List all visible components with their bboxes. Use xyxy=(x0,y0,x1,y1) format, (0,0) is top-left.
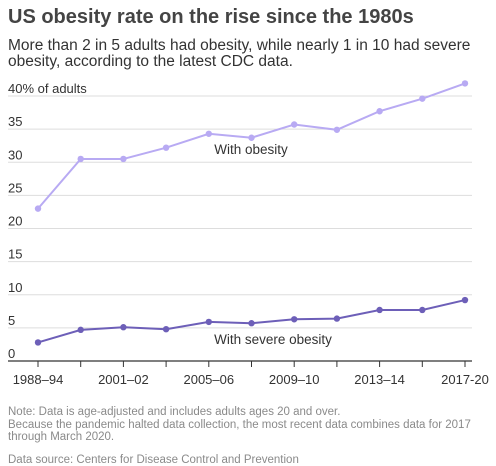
obesity-series-point xyxy=(162,144,170,151)
chart-notes: Note: Data is age-adjusted and includes … xyxy=(8,406,492,444)
obesity-series-point xyxy=(205,130,212,137)
obesity-series-point xyxy=(291,121,298,128)
severe-obesity-series-label: With severe obesity xyxy=(214,332,332,347)
severe-obesity-series-point xyxy=(162,326,170,333)
chart-title: US obesity rate on the rise since the 19… xyxy=(8,6,414,28)
severe-obesity-series-point xyxy=(248,320,255,327)
y-tick-label: 35 xyxy=(8,114,22,129)
obesity-series-label: With obesity xyxy=(214,142,288,157)
y-tick-label: 15 xyxy=(8,247,22,262)
severe-obesity-series-point xyxy=(461,296,469,304)
x-tick-label: 2005–06 xyxy=(183,372,234,387)
severe-obesity-series-point xyxy=(419,306,426,314)
severe-obesity-series-point xyxy=(205,318,212,326)
severe-obesity-series-point xyxy=(291,316,298,323)
x-tick-label: 2009–10 xyxy=(269,372,320,387)
x-tick-label: 2017-20 xyxy=(441,372,489,387)
y-tick-label: 5 xyxy=(8,313,15,328)
chart-subtitle: More than 2 in 5 adults had obesity, whi… xyxy=(8,37,471,70)
x-tick-label: 2013–14 xyxy=(354,372,405,387)
obesity-series-point xyxy=(34,205,42,212)
x-tick-label: 2001–02 xyxy=(98,372,149,387)
obesity-series-point xyxy=(77,155,84,163)
y-tick-label: 20 xyxy=(8,214,22,229)
severe-obesity-series-point xyxy=(333,315,341,322)
y-tick-label: 25 xyxy=(8,180,22,195)
severe-obesity-series-point xyxy=(120,324,127,331)
y-tick-label: 0 xyxy=(8,346,15,361)
severe-obesity-series-point xyxy=(376,306,383,314)
x-tick-label: 1988–94 xyxy=(13,372,64,387)
data-source: Data source: Centers for Disease Control… xyxy=(8,454,299,466)
obesity-series-point xyxy=(248,134,255,141)
y-tick-label: 10 xyxy=(8,280,22,295)
obesity-series-point xyxy=(461,80,469,87)
obesity-series-point xyxy=(419,95,426,102)
severe-obesity-series-point xyxy=(77,326,84,334)
line-chart: 0 5 10 15 20 25 30 35 40% of adults 1988–94 2001–0… xyxy=(8,80,489,387)
note-line-1: Note: Data is age-adjusted and includes … xyxy=(8,406,341,418)
y-tick-label: 40% of adults xyxy=(8,81,87,96)
y-tick-label: 30 xyxy=(8,147,22,162)
note-line-2: Because the pandemic halted data collect… xyxy=(8,418,471,444)
obesity-series-point xyxy=(333,126,341,133)
obesity-series-point xyxy=(376,108,383,115)
severe-obesity-series-point xyxy=(34,339,42,346)
obesity-series-point xyxy=(120,155,127,163)
